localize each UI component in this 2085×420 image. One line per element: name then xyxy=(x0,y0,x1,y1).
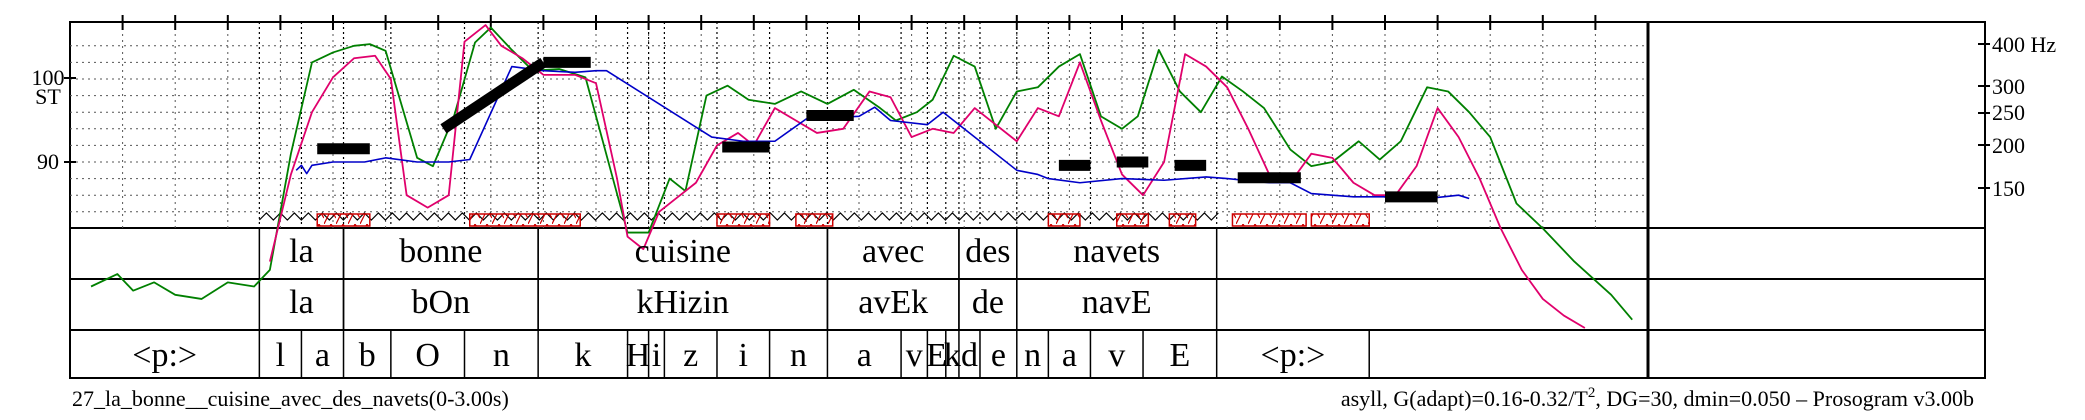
nucleus-markers xyxy=(258,212,1370,227)
phone-label: O xyxy=(415,337,440,374)
phone-label: l xyxy=(276,337,285,374)
phone-label: z xyxy=(683,337,698,374)
phone-label: b xyxy=(359,337,376,374)
phone-label: a xyxy=(857,337,872,374)
st-tick-100: 100 xyxy=(32,65,65,90)
phone-label: E xyxy=(926,337,947,374)
word-label: bonne xyxy=(399,233,482,270)
hertz-axis: 400 Hz 300 250 200 150 xyxy=(1992,32,2056,201)
word-label: navets xyxy=(1073,233,1160,270)
semitone-axis: 100 ST 90 xyxy=(32,65,65,174)
phone-label: a xyxy=(1062,337,1077,374)
hz-tick-250: 250 xyxy=(1992,100,2025,125)
stylized-pitch-segment xyxy=(440,57,547,134)
phone-label: H xyxy=(626,337,651,374)
hz-tick-300: 300 xyxy=(1992,74,2025,99)
phone-label: n xyxy=(493,337,510,374)
phone-label: <p:> xyxy=(1261,337,1326,374)
chart-frame xyxy=(69,21,1986,379)
phone-label: i xyxy=(652,337,661,374)
intensity-curve-green xyxy=(90,26,1633,321)
hz-tick-150: 150 xyxy=(1992,176,2025,201)
syllable-label: de xyxy=(972,284,1004,321)
phone-label: k xyxy=(574,337,591,374)
phone-label: v xyxy=(1108,337,1125,374)
hz-tick-200: 200 xyxy=(1992,133,2025,158)
syllable-label: la xyxy=(289,284,314,321)
syllable-label: kHizin xyxy=(637,284,730,321)
phone-label: <p:> xyxy=(132,337,197,374)
syllable-label: navE xyxy=(1082,284,1152,321)
word-label: la xyxy=(289,233,314,270)
phone-label: n xyxy=(1024,337,1041,374)
syllable-label: bOn xyxy=(412,284,471,321)
nucleus-box xyxy=(469,213,581,227)
footer-parameters: asyll, G(adapt)=0.16-0.32/T2, DG=30, dmi… xyxy=(1341,385,1974,411)
phone-label: v xyxy=(906,337,923,374)
syllable-label: avEk xyxy=(858,284,928,321)
hz-tick-400: 400 Hz xyxy=(1992,32,2056,57)
st-unit-label: ST xyxy=(35,84,61,109)
word-label: des xyxy=(965,233,1010,270)
phone-label: n xyxy=(790,337,807,374)
phone-label: a xyxy=(315,337,330,374)
stylized-pitch-segments xyxy=(317,56,1438,203)
footer-params-suffix: , DG=30, dmin=0.050 – Prosogram v3.00b xyxy=(1595,386,1974,411)
nucleus-box xyxy=(1115,213,1150,227)
phone-label: e xyxy=(991,337,1006,374)
footer-params-prefix: asyll, G(adapt)=0.16-0.32/T xyxy=(1341,386,1589,411)
phone-label: d xyxy=(961,337,978,374)
nucleus-box xyxy=(1231,213,1307,227)
footer-params-sup: 2 xyxy=(1588,385,1596,401)
nucleus-box xyxy=(1168,213,1197,227)
word-label: avec xyxy=(862,233,924,270)
nucleus-box xyxy=(1047,213,1081,227)
pitch-and-intensity-curves xyxy=(90,24,1633,329)
nucleus-box xyxy=(316,213,371,227)
nucleus-box xyxy=(795,213,834,227)
word-label: cuisine xyxy=(635,233,731,270)
intensity-curve-magenta xyxy=(269,24,1586,329)
phone-label: E xyxy=(1169,337,1190,374)
footer-filename: 27_la_bonne__cuisine_avec_des_navets(0-3… xyxy=(72,386,509,411)
nucleus-box xyxy=(1310,213,1370,227)
phone-label: k xyxy=(944,337,961,374)
st-tick-90: 90 xyxy=(37,149,59,174)
time-ticks xyxy=(64,15,1990,189)
nucleus-box xyxy=(716,213,771,227)
segment-boundaries xyxy=(258,22,1370,378)
phone-label: i xyxy=(739,337,748,374)
